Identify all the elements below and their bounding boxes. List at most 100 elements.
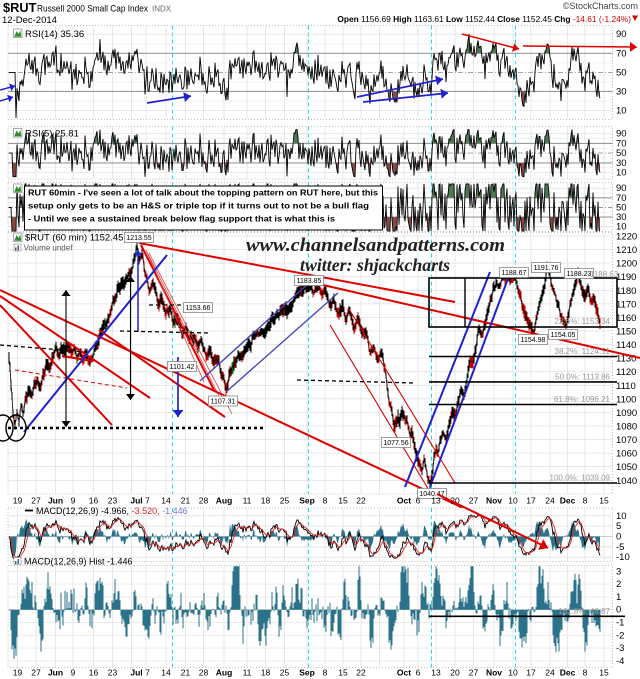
svg-text:6: 6 bbox=[416, 496, 421, 506]
svg-text:11: 11 bbox=[243, 668, 252, 678]
svg-text:Oct: Oct bbox=[397, 496, 411, 506]
svg-text:90: 90 bbox=[616, 29, 627, 40]
svg-text:2: 2 bbox=[616, 579, 621, 590]
svg-text:1040.47: 1040.47 bbox=[419, 491, 444, 498]
svg-text:Aug: Aug bbox=[216, 496, 233, 506]
svg-text:-10: -10 bbox=[616, 552, 630, 563]
svg-text:1070: 1070 bbox=[616, 435, 637, 446]
svg-text:17: 17 bbox=[526, 496, 536, 506]
svg-text:50: 50 bbox=[616, 203, 627, 214]
svg-text:5: 5 bbox=[616, 521, 621, 532]
svg-text:50: 50 bbox=[616, 67, 627, 78]
svg-text:-3: -3 bbox=[616, 643, 624, 654]
svg-text:21: 21 bbox=[181, 668, 191, 678]
svg-text:Dec: Dec bbox=[560, 496, 576, 506]
svg-text:28: 28 bbox=[199, 496, 209, 506]
svg-text:1090: 1090 bbox=[616, 408, 637, 419]
svg-text:28: 28 bbox=[199, 668, 209, 678]
svg-text:8: 8 bbox=[323, 496, 328, 506]
svg-text:7: 7 bbox=[145, 668, 150, 678]
svg-text:1107.31: 1107.31 bbox=[211, 398, 236, 405]
svg-text:$RUT (60 min) 1152.45: $RUT (60 min) 1152.45 bbox=[25, 233, 123, 244]
svg-text:1188.67: 1188.67 bbox=[502, 270, 527, 277]
svg-text:1220: 1220 bbox=[616, 232, 637, 243]
svg-text:15: 15 bbox=[338, 496, 348, 506]
svg-text:24: 24 bbox=[545, 668, 555, 678]
svg-text:70: 70 bbox=[616, 193, 627, 204]
svg-text:8: 8 bbox=[583, 496, 588, 506]
svg-text:22: 22 bbox=[356, 496, 366, 506]
svg-text:1213.55: 1213.55 bbox=[126, 235, 151, 242]
svg-text:Russell 2000 Small Cap Index: Russell 2000 Small Cap Index bbox=[37, 3, 148, 14]
svg-text:1153.66: 1153.66 bbox=[186, 305, 211, 312]
svg-text:1154.05: 1154.05 bbox=[551, 332, 576, 339]
svg-text:21: 21 bbox=[181, 496, 191, 506]
svg-text:25: 25 bbox=[280, 668, 290, 678]
svg-text:13: 13 bbox=[431, 496, 441, 506]
svg-text:1040: 1040 bbox=[616, 476, 637, 487]
svg-text:27: 27 bbox=[31, 496, 41, 506]
svg-text:1200: 1200 bbox=[616, 259, 637, 270]
svg-text:1080: 1080 bbox=[616, 422, 637, 433]
svg-text:16: 16 bbox=[89, 496, 99, 506]
svg-text:30: 30 bbox=[616, 212, 627, 223]
svg-text:19: 19 bbox=[13, 668, 23, 678]
svg-text:MACD(12,26,9) Hist -1.446: MACD(12,26,9) Hist -1.446 bbox=[24, 557, 133, 567]
svg-text:1: 1 bbox=[616, 592, 621, 603]
svg-text:20: 20 bbox=[450, 668, 460, 678]
svg-text:11: 11 bbox=[243, 496, 252, 506]
svg-text:13: 13 bbox=[431, 668, 441, 678]
svg-text:RUT 60min - I've seen a lot of: RUT 60min - I've seen a lot of talk abou… bbox=[28, 188, 378, 198]
svg-text:25: 25 bbox=[280, 496, 290, 506]
svg-text:1077.56: 1077.56 bbox=[383, 440, 408, 447]
svg-text:Open 1156.69 High 1163.61 Low: Open 1156.69 High 1163.61 Low 1152.44 Cl… bbox=[337, 14, 631, 24]
svg-text:22: 22 bbox=[356, 668, 366, 678]
svg-text:9: 9 bbox=[71, 496, 76, 506]
svg-text:©StockCharts.com: ©StockCharts.com bbox=[563, 1, 638, 11]
svg-text:1170: 1170 bbox=[616, 299, 636, 310]
svg-text:1120: 1120 bbox=[616, 367, 636, 378]
svg-text:-5: -5 bbox=[616, 542, 624, 553]
svg-text:161.8%: 46.87: 161.8%: 46.87 bbox=[558, 607, 610, 616]
svg-text:Sep: Sep bbox=[299, 668, 315, 678]
svg-text:18: 18 bbox=[261, 496, 271, 506]
svg-text:27: 27 bbox=[469, 668, 479, 678]
svg-text:0: 0 bbox=[616, 532, 621, 543]
svg-text:10: 10 bbox=[616, 106, 627, 117]
svg-text:23: 23 bbox=[108, 496, 118, 506]
svg-text:24: 24 bbox=[545, 496, 555, 506]
svg-text:Jun: Jun bbox=[48, 496, 63, 506]
svg-text:15: 15 bbox=[338, 668, 348, 678]
svg-text:1188.23: 1188.23 bbox=[567, 271, 592, 278]
svg-text:10: 10 bbox=[508, 496, 518, 506]
svg-text:8: 8 bbox=[583, 668, 588, 678]
svg-text:1210: 1210 bbox=[616, 245, 637, 256]
svg-text:1101.42: 1101.42 bbox=[170, 364, 195, 371]
svg-text:-4: -4 bbox=[616, 656, 624, 667]
svg-text:twitter: shjackcharts: twitter: shjackcharts bbox=[300, 255, 450, 275]
svg-text:Sep: Sep bbox=[299, 496, 315, 506]
svg-text:1100: 1100 bbox=[616, 394, 636, 405]
svg-text:90: 90 bbox=[616, 129, 627, 140]
svg-text:1188.63: 1188.63 bbox=[590, 270, 619, 279]
svg-text:1110: 1110 bbox=[616, 381, 636, 392]
svg-text:27: 27 bbox=[31, 668, 41, 678]
svg-text:-1: -1 bbox=[616, 618, 624, 629]
svg-text:Nov: Nov bbox=[486, 496, 502, 506]
svg-text:15: 15 bbox=[599, 496, 609, 506]
svg-text:1140: 1140 bbox=[616, 340, 636, 351]
svg-text:9: 9 bbox=[71, 668, 76, 678]
svg-text:18: 18 bbox=[261, 668, 271, 678]
svg-text:20: 20 bbox=[450, 496, 460, 506]
svg-text:30: 30 bbox=[616, 86, 627, 97]
svg-text:Nov: Nov bbox=[486, 668, 502, 678]
svg-text:50.0%: 1113.86: 50.0%: 1113.86 bbox=[555, 372, 610, 381]
svg-text:1050: 1050 bbox=[616, 462, 637, 473]
svg-text:61.8%: 1096.21: 61.8%: 1096.21 bbox=[554, 395, 611, 404]
svg-text:90: 90 bbox=[616, 183, 627, 194]
svg-text:27: 27 bbox=[469, 496, 479, 506]
svg-text:15: 15 bbox=[599, 668, 609, 678]
svg-text:$RUT: $RUT bbox=[3, 0, 37, 15]
svg-text:INDX: INDX bbox=[152, 5, 172, 14]
svg-text:23: 23 bbox=[108, 668, 118, 678]
